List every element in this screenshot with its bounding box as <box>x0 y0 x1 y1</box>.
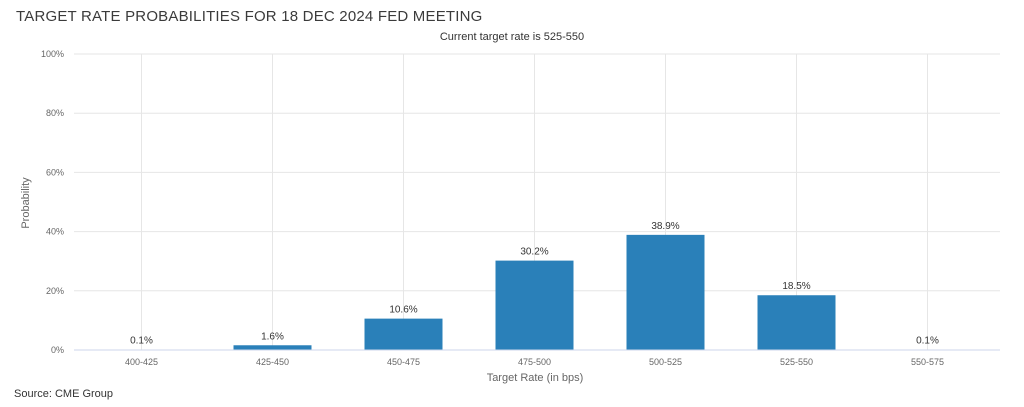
data-label: 30.2% <box>520 247 548 258</box>
x-tick-label: 525-550 <box>780 357 813 367</box>
y-tick-label: 60% <box>46 167 64 177</box>
y-tick-label: 100% <box>41 49 64 59</box>
data-label: 18.5% <box>782 281 810 292</box>
bar-500-525 <box>626 234 705 350</box>
x-tick-label: 400-425 <box>125 357 158 367</box>
y-axis-title: Probability <box>20 177 32 229</box>
bar-475-500 <box>495 260 574 350</box>
bar-450-475 <box>364 318 443 350</box>
grid-lines <box>74 53 1000 350</box>
chart-title: TARGET RATE PROBABILITIES FOR 18 DEC 202… <box>16 8 483 25</box>
data-labels: 0.1% 1.6% 10.6% 30.2% 38.9% 18.5% 0.1% <box>130 221 939 347</box>
bar-425-450 <box>233 345 312 350</box>
bar-525-550 <box>757 295 836 350</box>
axes: 0% 20% 40% 60% 80% 100% 400-425 425-450 450-475 4… <box>41 49 1000 367</box>
x-tick-label: 425-450 <box>256 357 289 367</box>
x-axis-title: Target Rate (in bps) <box>487 372 584 384</box>
data-label: 10.6% <box>389 305 417 316</box>
x-tick-label: 475-500 <box>518 357 551 367</box>
y-tick-label: 40% <box>46 227 64 237</box>
data-label: 1.6% <box>261 331 284 342</box>
y-tick-label: 80% <box>46 108 64 118</box>
source-note: Source: CME Group <box>14 388 114 400</box>
x-tick-label: 500-525 <box>649 357 682 367</box>
chart-subtitle: Current target rate is 525-550 <box>439 31 585 43</box>
data-label: 38.9% <box>651 221 679 232</box>
bars <box>102 234 967 350</box>
data-label: 0.1% <box>916 336 939 347</box>
data-label: 0.1% <box>130 336 153 347</box>
x-tick-label: 450-475 <box>387 357 420 367</box>
y-tick-label: 20% <box>46 286 64 296</box>
x-tick-label: 550-575 <box>911 357 944 367</box>
y-tick-label: 0% <box>51 345 64 355</box>
